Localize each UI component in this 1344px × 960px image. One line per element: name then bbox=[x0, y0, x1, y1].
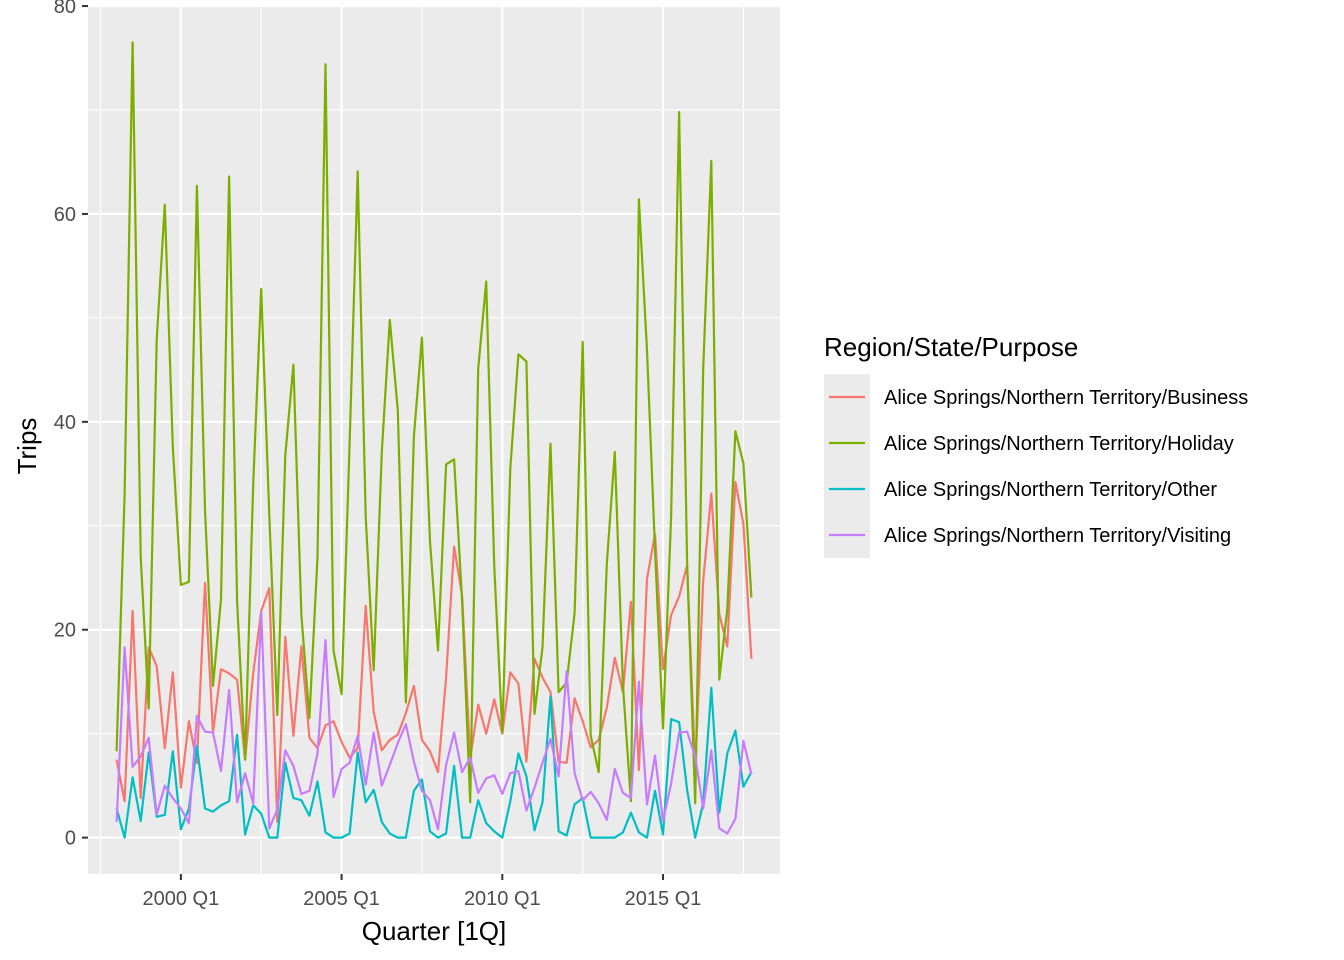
y-tick-label: 0 bbox=[65, 828, 76, 850]
series-lines bbox=[115, 41, 753, 839]
y-tick-label: 60 bbox=[54, 204, 76, 226]
x-tick-label: 2010 Q1 bbox=[464, 888, 541, 910]
y-tick-label: 80 bbox=[54, 0, 76, 18]
grid-minor bbox=[88, 5, 780, 874]
y-axis-title: Trips bbox=[12, 418, 42, 475]
x-tick-label: 2005 Q1 bbox=[303, 888, 380, 910]
x-tick-label: 2000 Q1 bbox=[142, 888, 219, 910]
x-tick-label: 2015 Q1 bbox=[625, 888, 702, 910]
legend: Region/State/Purpose Alice Springs/North… bbox=[824, 332, 1248, 558]
legend-key-background bbox=[824, 374, 870, 558]
legend-label-2: Alice Springs/Northern Territory/Holiday bbox=[884, 433, 1234, 455]
legend-title: Region/State/Purpose bbox=[824, 332, 1078, 362]
y-axis: 0 20 40 60 80 bbox=[54, 0, 88, 850]
series-line-3 bbox=[115, 686, 753, 839]
x-axis-title: Quarter [1Q] bbox=[362, 916, 507, 946]
legend-label-3: Alice Springs/Northern Territory/Other bbox=[884, 479, 1217, 501]
legend-label-1: Alice Springs/Northern Territory/Busines… bbox=[884, 387, 1248, 409]
series-line-2 bbox=[115, 41, 753, 805]
y-tick-label: 40 bbox=[54, 412, 76, 434]
x-axis: 2000 Q1 2005 Q1 2010 Q1 2015 Q1 bbox=[142, 874, 701, 910]
y-tick-label: 20 bbox=[54, 620, 76, 642]
legend-label-4: Alice Springs/Northern Territory/Visitin… bbox=[884, 525, 1231, 547]
series-line-1 bbox=[115, 481, 753, 824]
series-line-4 bbox=[115, 610, 753, 835]
